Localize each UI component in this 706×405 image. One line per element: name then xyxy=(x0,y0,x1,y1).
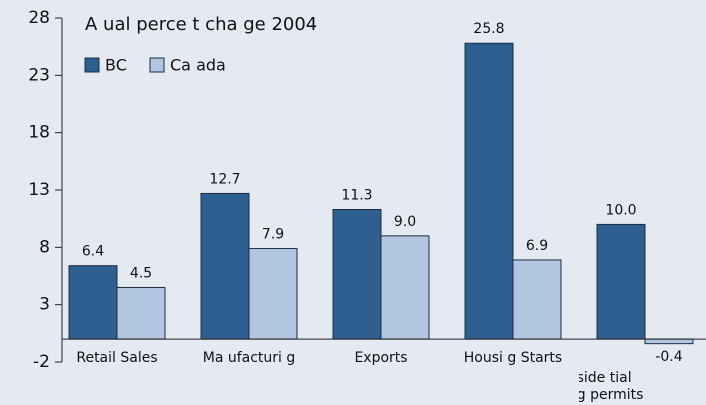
y-tick-label: 8 xyxy=(39,237,50,257)
value-label: 4.5 xyxy=(130,265,152,281)
y-tick-label: 18 xyxy=(28,123,50,143)
x-tick-label: Ma ufacturi g xyxy=(202,350,296,366)
bar xyxy=(644,338,694,345)
value-label: 12.7 xyxy=(209,171,240,187)
x-tick-label-box: Ma ufacturi g xyxy=(202,350,296,366)
bar xyxy=(68,265,118,340)
bar xyxy=(200,192,250,340)
x-tick-label: No -reside tial buildi g permits xyxy=(579,370,644,403)
y-tick-label: 23 xyxy=(28,65,50,85)
y-tick-label: 13 xyxy=(28,180,50,200)
y-tick-label: 28 xyxy=(28,8,50,28)
value-label: 7.9 xyxy=(262,226,284,242)
value-label: 11.3 xyxy=(341,187,372,203)
y-tick-label: -2 xyxy=(33,352,50,372)
bar xyxy=(380,235,430,340)
legend-label: Ca ada xyxy=(170,56,226,75)
value-label: -0.4 xyxy=(655,349,682,365)
bar xyxy=(596,223,646,340)
bar xyxy=(512,259,562,340)
chart-title: A ual perce t cha ge 2004 xyxy=(85,14,317,35)
legend-swatch xyxy=(84,57,100,73)
value-label: 6.4 xyxy=(82,244,104,260)
legend-label: BC xyxy=(105,56,127,75)
bar xyxy=(248,247,298,340)
x-tick-label: Exports xyxy=(354,350,408,366)
bar xyxy=(464,42,514,340)
x-tick-label: Retail Sales xyxy=(76,350,158,366)
value-label: 9.0 xyxy=(394,214,416,230)
bar xyxy=(332,208,382,340)
x-tick-label-box: Retail Sales xyxy=(76,350,158,366)
legend-swatch xyxy=(149,57,165,73)
y-tick-label: 3 xyxy=(39,295,50,315)
value-label: 10.0 xyxy=(605,202,636,218)
x-tick-label: Housi g Starts xyxy=(463,350,563,366)
bar xyxy=(116,286,166,340)
value-label: 6.9 xyxy=(526,238,548,254)
x-tick-label-box: Housi g Starts xyxy=(463,350,563,366)
x-tick-label-box: No -reside tial buildi g permits xyxy=(579,370,644,403)
value-label: 25.8 xyxy=(473,21,504,37)
x-tick-label-box: Exports xyxy=(354,350,408,366)
